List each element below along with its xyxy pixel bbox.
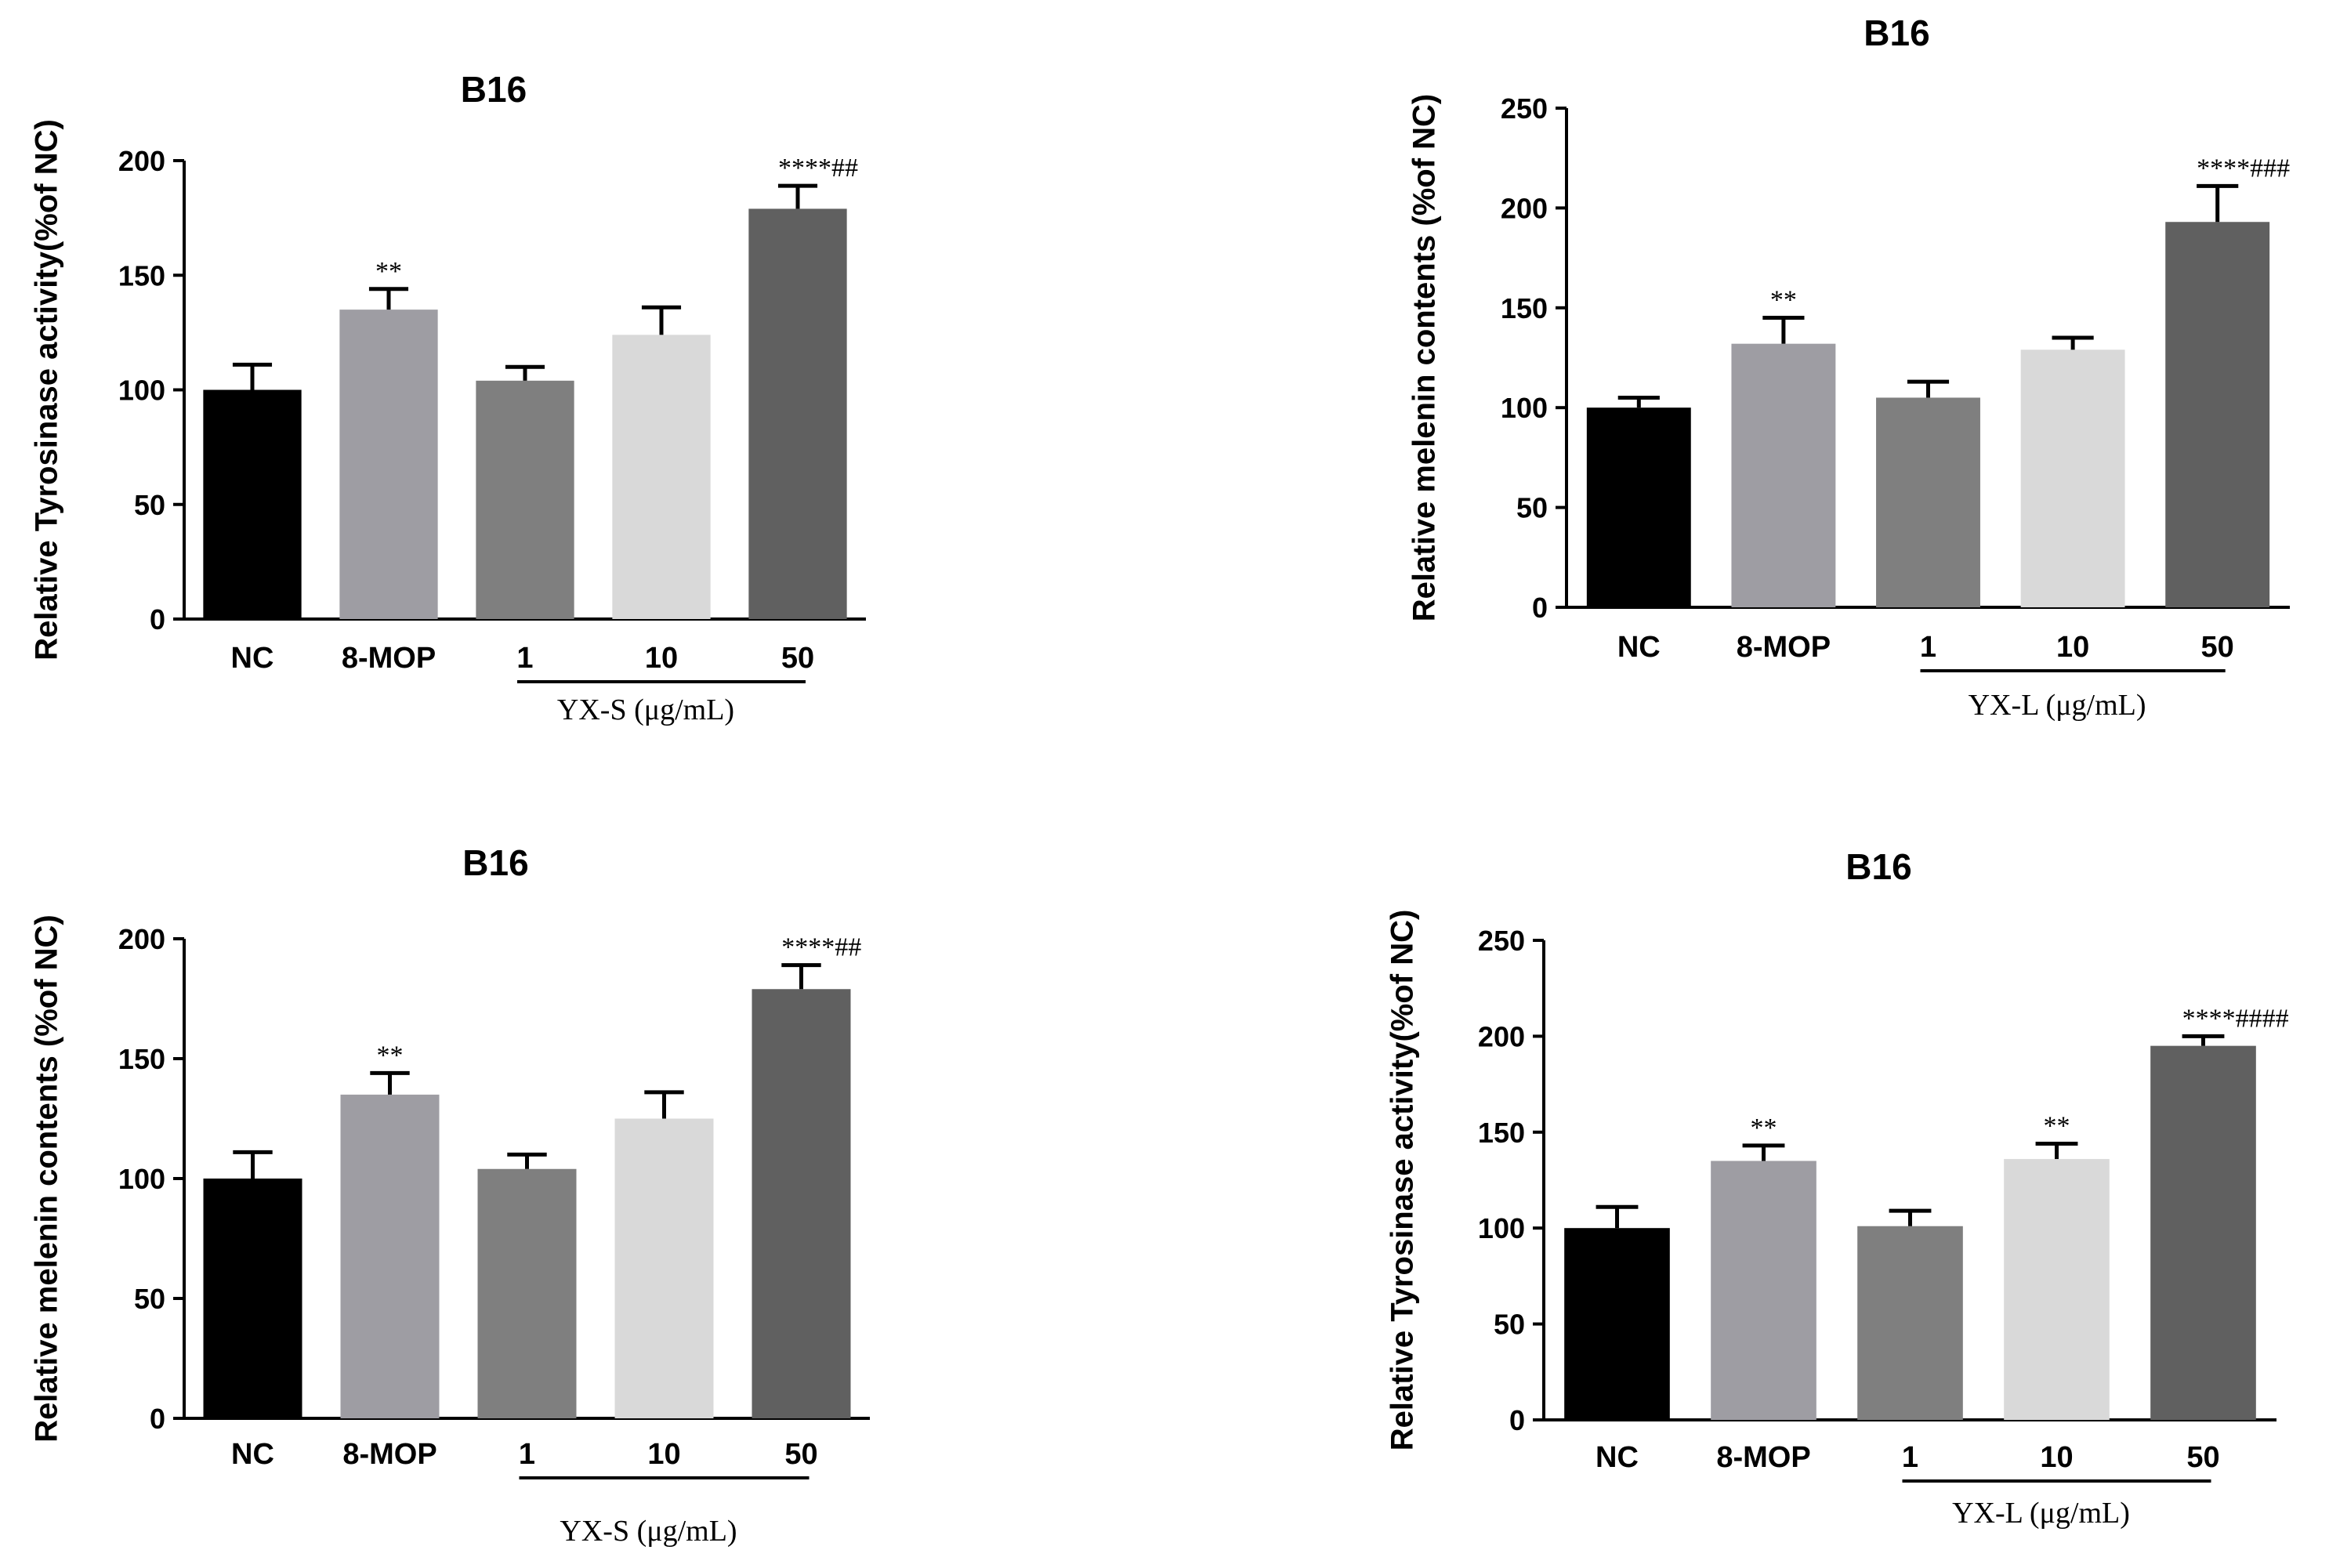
chart-panel-1: B16 Relative Tyrosinase activity(%of NC) 0… [30, 69, 866, 726]
bar-10 [614, 1118, 714, 1418]
y-tick-label: 200 [1478, 1020, 1525, 1052]
bar-8-MOP [340, 1094, 440, 1418]
bar-1 [1876, 397, 1980, 607]
bar-8-MOP [339, 310, 438, 619]
bar-1 [477, 1168, 577, 1418]
bar-NC [1564, 1228, 1670, 1420]
chart-title: B16 [1845, 846, 1911, 887]
y-tick-label: 100 [1478, 1212, 1525, 1244]
chart-title: B16 [461, 69, 527, 110]
y-tick-label: 100 [118, 375, 165, 407]
x-tick-label: NC [1596, 1441, 1639, 1474]
y-tick-label: 250 [1478, 925, 1525, 957]
x-tick-label: 1 [519, 1438, 535, 1471]
bar-NC [203, 389, 302, 619]
bar-50 [2165, 222, 2270, 607]
y-tick-label: 50 [1494, 1309, 1525, 1341]
bar-NC [203, 1179, 302, 1418]
x-tick-label: 10 [645, 642, 678, 675]
y-tick-label: 50 [1516, 492, 1548, 524]
y-tick-label: 200 [118, 145, 165, 177]
bar-1 [1857, 1226, 1963, 1420]
x-tick-label: 8-MOP [1716, 1441, 1810, 1474]
significance-label: ** [2044, 1111, 2070, 1140]
significance-label: ** [377, 1041, 404, 1070]
y-tick-label: 50 [134, 489, 165, 521]
y-tick-label: 150 [1478, 1117, 1525, 1149]
y-axis-label: Relative Tyrosinase activity(%of NC) [1385, 910, 1420, 1451]
y-tick-label: 0 [1509, 1404, 1525, 1436]
bar-8-MOP [1731, 343, 1836, 607]
y-axis-label: Relative melenin contents (%of NC) [30, 914, 64, 1442]
x-tick-label: 50 [2186, 1441, 2219, 1474]
y-tick-label: 200 [118, 923, 165, 955]
chart-panel-2: B16 Relative melenin contents (%of NC) 0 50… [1407, 13, 2291, 722]
y-tick-label: 50 [134, 1283, 165, 1315]
x-tick-label: 10 [2056, 631, 2089, 664]
y-tick-label: 0 [150, 1403, 165, 1435]
chart-panel-3: B16 Relative melenin contents (%of NC) 0 50… [30, 842, 870, 1548]
y-tick-label: 200 [1501, 192, 1548, 224]
y-tick-label: 100 [1501, 392, 1548, 424]
y-tick-label: 0 [150, 603, 165, 636]
group-label: YX-S (μg/mL) [560, 1515, 737, 1548]
y-tick-label: 150 [118, 1043, 165, 1075]
y-tick-label: 250 [1501, 92, 1548, 125]
bar-50 [2150, 1045, 2256, 1420]
x-tick-label: 1 [516, 642, 533, 675]
x-tick-label: 1 [1902, 1441, 1918, 1474]
significance-label: ****#### [2182, 1004, 2289, 1033]
bar-8-MOP [1711, 1161, 1816, 1420]
y-tick-label: 100 [118, 1163, 165, 1195]
significance-label: ****### [2197, 154, 2290, 183]
x-tick-label: NC [1617, 631, 1661, 664]
chart-panel-4: B16 Relative Tyrosinase activity(%of NC) 0… [1385, 846, 2289, 1530]
x-tick-label: 8-MOP [1737, 631, 1831, 664]
x-tick-label: 10 [647, 1438, 680, 1471]
y-tick-label: 150 [1501, 292, 1548, 324]
x-tick-label: 50 [784, 1438, 817, 1471]
x-tick-label: 50 [781, 642, 814, 675]
x-tick-label: NC [231, 642, 274, 675]
significance-label: ** [375, 257, 402, 286]
significance-label: ****## [781, 933, 861, 962]
bar-50 [752, 989, 851, 1418]
bar-10 [612, 335, 711, 619]
significance-label: ** [1751, 1114, 1777, 1143]
significance-label: ****## [778, 154, 858, 183]
bar-50 [748, 208, 847, 619]
group-label: YX-S (μg/mL) [557, 693, 734, 726]
x-tick-label: 1 [1920, 631, 1936, 664]
bar-10 [2020, 349, 2125, 607]
bar-NC [1586, 407, 1691, 607]
significance-label: ** [1770, 286, 1797, 315]
x-tick-label: 10 [2040, 1441, 2073, 1474]
y-axis-label: Relative Tyrosinase activity(%of NC) [30, 119, 64, 661]
y-tick-label: 0 [1532, 592, 1548, 624]
bar-10 [2004, 1159, 2110, 1420]
group-label: YX-L (μg/mL) [1952, 1497, 2130, 1530]
chart-title: B16 [1864, 13, 1929, 53]
x-tick-label: 50 [2201, 631, 2234, 664]
bar-1 [476, 380, 574, 619]
x-tick-label: 8-MOP [342, 642, 436, 675]
group-label: YX-L (μg/mL) [1969, 689, 2146, 722]
x-tick-label: 8-MOP [342, 1438, 436, 1471]
chart-title: B16 [462, 842, 528, 883]
y-tick-label: 150 [118, 259, 165, 292]
y-axis-label: Relative melenin contents (%of NC) [1407, 94, 1442, 621]
x-tick-label: NC [231, 1438, 274, 1471]
